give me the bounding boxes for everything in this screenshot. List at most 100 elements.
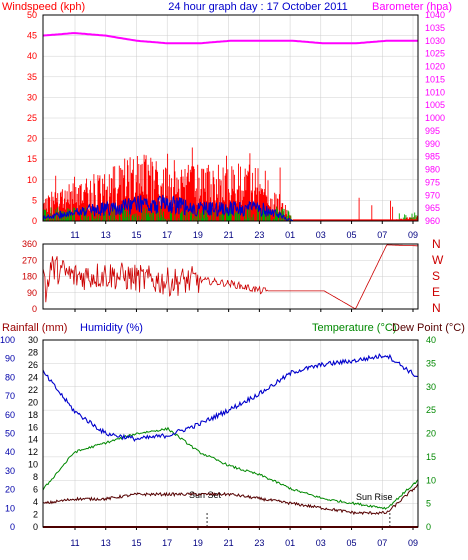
barometer-tick-970: 970	[425, 190, 440, 200]
direction-tick-180: 180	[22, 272, 37, 282]
temp-x-tick-15-2: 15	[131, 538, 141, 548]
temperature-tick-15: 15	[426, 452, 436, 462]
wind-x-tick-17-3: 17	[162, 230, 172, 240]
compass-label-W-1: W	[432, 253, 444, 267]
barometer-tick-985: 985	[425, 152, 440, 162]
wind-x-tick-23-6: 23	[254, 230, 264, 240]
humidity-tick-30: 30	[5, 466, 15, 476]
windspeed-tick-50: 50	[27, 10, 37, 20]
direction-tick-0: 0	[32, 304, 37, 314]
direction-tick-90: 90	[27, 288, 37, 298]
humidity-tick-0: 0	[10, 522, 15, 532]
humidity-tick-40: 40	[5, 447, 15, 457]
barometer-series	[42, 32, 418, 45]
temperature-tick-30: 30	[426, 382, 436, 392]
temp-x-tick-05-9: 05	[347, 538, 357, 548]
wind-x-tick-03-8: 03	[316, 230, 326, 240]
wind-direction-series	[42, 244, 418, 310]
barometer-tick-1010: 1010	[425, 87, 445, 97]
wind-x-tick-11-0: 11	[70, 230, 79, 240]
wind-x-tick-13-1: 13	[101, 230, 111, 240]
temperature-tick-20: 20	[426, 429, 436, 439]
windspeed-tick-20: 20	[27, 134, 37, 144]
rainfall-tick-0: 0	[33, 522, 38, 532]
rainfall-tick-20: 20	[28, 397, 38, 407]
windspeed-tick-30: 30	[27, 92, 37, 102]
rainfall-tick-4: 4	[33, 497, 38, 507]
humidity-tick-100: 100	[0, 335, 15, 345]
windspeed-tick-45: 45	[27, 31, 37, 41]
rainfall-axis-title: Rainfall (mm)	[2, 322, 67, 334]
windspeed-tick-35: 35	[27, 72, 37, 82]
windspeed-tick-25: 25	[27, 113, 37, 123]
barometer-tick-990: 990	[425, 139, 440, 149]
temp-plot-frame	[42, 339, 419, 528]
barometer-tick-960: 960	[425, 216, 440, 226]
windspeed-tick-40: 40	[27, 51, 37, 61]
temp-x-tick-07-10: 07	[377, 538, 387, 548]
rainfall-tick-10: 10	[28, 460, 38, 470]
temp-x-tick-23-6: 23	[254, 538, 264, 548]
temperature-axis-title: Temperature (°C)	[312, 322, 396, 334]
barometer-tick-1025: 1025	[425, 49, 445, 59]
direction-tick-360: 360	[22, 239, 37, 249]
sunrise-label: Sun Rise	[356, 492, 393, 502]
barometer-tick-1040: 1040	[425, 10, 445, 20]
wind-x-tick-15-2: 15	[131, 230, 141, 240]
windspeed-tick-10: 10	[27, 175, 37, 185]
humidity-tick-50: 50	[5, 429, 15, 439]
temperature-series	[42, 426, 419, 510]
humidity-tick-90: 90	[5, 354, 15, 364]
humidity-tick-20: 20	[5, 485, 15, 495]
rainfall-tick-8: 8	[33, 472, 38, 482]
humidity-axis-title: Humidity (%)	[80, 322, 143, 334]
rainfall-tick-22: 22	[28, 385, 38, 395]
compass-label-N-0: N	[432, 237, 441, 251]
humidity-tick-60: 60	[5, 410, 15, 420]
humidity-tick-10: 10	[5, 503, 15, 513]
temperature-tick-10: 10	[426, 475, 436, 485]
temp-x-tick-03-8: 03	[316, 538, 326, 548]
temperature-tick-40: 40	[426, 335, 436, 345]
windspeed-tick-5: 5	[32, 195, 37, 205]
rainfall-tick-12: 12	[28, 447, 38, 457]
temp-x-tick-11-0: 11	[70, 538, 79, 548]
rainfall-tick-16: 16	[28, 422, 38, 432]
compass-label-N-4: N	[432, 301, 441, 315]
rainfall-tick-24: 24	[28, 372, 38, 382]
temp-x-tick-09-11: 09	[408, 538, 418, 548]
wind-x-tick-09-11: 09	[408, 230, 418, 240]
barometer-tick-1020: 1020	[425, 62, 445, 72]
humidity-tick-70: 70	[5, 391, 15, 401]
humidity-series	[42, 352, 418, 443]
rainfall-tick-26: 26	[28, 360, 38, 370]
temp-x-tick-17-3: 17	[162, 538, 172, 548]
barometer-tick-1035: 1035	[425, 23, 445, 33]
direction-tick-270: 270	[22, 255, 37, 265]
rainfall-tick-6: 6	[33, 485, 38, 495]
wind-barometer-panel: 05 10 15 20 25 30 35 40 45 50 960 965 970 975 980 985 99…	[27, 10, 445, 240]
barometer-tick-1030: 1030	[425, 36, 445, 46]
barometer-tick-965: 965	[425, 203, 440, 213]
wind-plot-frame	[42, 14, 419, 222]
rainfall-tick-30: 30	[28, 335, 38, 345]
compass-label-E-3: E	[432, 285, 440, 299]
wind-x-tick-05-9: 05	[347, 230, 357, 240]
chart-title: 24 hour graph day : 17 October 2011	[168, 1, 348, 13]
temp-x-tick-19-4: 19	[193, 538, 203, 548]
temperature-tick-35: 35	[426, 358, 436, 368]
wind-x-tick-07-10: 07	[377, 230, 387, 240]
windspeed-tick-15: 15	[27, 154, 37, 164]
barometer-tick-975: 975	[425, 177, 440, 187]
wind-x-tick-19-4: 19	[193, 230, 203, 240]
dewpoint-series	[43, 483, 419, 516]
temperature-tick-0: 0	[426, 522, 431, 532]
rainfall-tick-2: 2	[33, 510, 38, 520]
barometer-tick-980: 980	[425, 165, 440, 175]
barometer-tick-1005: 1005	[425, 100, 445, 110]
direction-plot-frame	[42, 243, 419, 310]
sunset-label: Sun Set	[189, 490, 222, 500]
